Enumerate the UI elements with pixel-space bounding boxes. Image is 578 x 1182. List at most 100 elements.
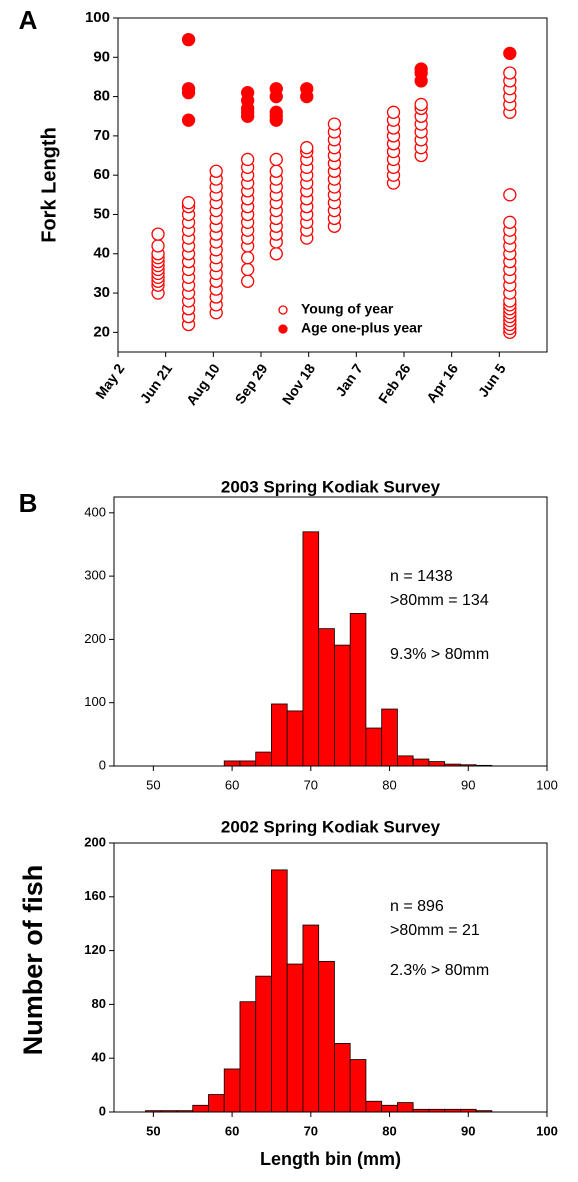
x-tick-label: Sep 29 <box>231 360 270 406</box>
bar <box>428 761 446 767</box>
point <box>181 113 196 127</box>
point <box>503 188 517 202</box>
bar <box>192 1104 209 1113</box>
bar <box>381 708 398 767</box>
point <box>209 164 223 178</box>
bar <box>318 960 335 1113</box>
y-tick-label: 200 <box>84 631 106 646</box>
y-tick-label: 300 <box>84 568 106 583</box>
point <box>181 32 196 47</box>
x-tick-label: Apr 16 <box>423 360 461 405</box>
bar <box>223 1068 241 1113</box>
y-tick-label: 0 <box>99 1103 106 1118</box>
x-tick-label: Jun 21 <box>137 360 176 406</box>
x-tick-label: 90 <box>461 1123 475 1138</box>
point <box>241 152 255 167</box>
x-tick-label: 70 <box>304 1123 318 1138</box>
x-tick-label: Nov 18 <box>279 361 319 408</box>
x-tick-label: Aug 10 <box>183 361 223 409</box>
legend-label: Young of year <box>301 301 394 317</box>
bar <box>255 751 272 767</box>
bar <box>334 644 351 767</box>
x-tick-label: 80 <box>382 777 396 792</box>
bar <box>318 628 335 767</box>
plot-frame <box>113 496 548 767</box>
chart-title: 2003 Spring Kodiak Survey <box>221 477 441 496</box>
panel-letter: A <box>19 5 38 35</box>
panel-letter: B <box>19 488 38 518</box>
y-tick-label: 20 <box>93 323 110 340</box>
point <box>269 164 283 178</box>
y-tick-label: 160 <box>84 888 106 903</box>
point <box>269 105 283 119</box>
bar <box>286 963 304 1113</box>
point <box>241 274 255 288</box>
point <box>503 46 517 61</box>
point <box>269 82 283 96</box>
point <box>414 62 428 76</box>
x-tick-label: 50 <box>146 777 160 792</box>
point <box>503 215 517 229</box>
annotation: 9.3% > 80mm <box>390 646 489 663</box>
annotation: >80mm = 21 <box>390 922 480 939</box>
legend-label: Age one-plus year <box>301 320 423 336</box>
bar <box>349 613 367 767</box>
y-tick-label: 60 <box>93 166 110 183</box>
x-axis-label: Length bin (mm) <box>260 1149 401 1169</box>
x-tick-label: 50 <box>146 1123 160 1138</box>
y-tick-label: 80 <box>93 88 110 105</box>
annotation: n = 1438 <box>390 568 453 585</box>
bar <box>349 1059 367 1113</box>
x-tick-label: 60 <box>225 777 239 792</box>
annotation: n = 896 <box>390 898 444 915</box>
bar <box>223 760 241 767</box>
y-tick-label: 30 <box>93 284 110 301</box>
annotation: 2.3% > 80mm <box>390 962 489 979</box>
y-tick-label: 0 <box>99 757 106 772</box>
bar <box>239 1001 257 1113</box>
y-tick-label: 120 <box>84 942 106 957</box>
point <box>151 227 165 241</box>
legend-marker <box>278 305 288 315</box>
y-tick-label: 80 <box>92 996 106 1011</box>
point <box>327 117 342 131</box>
point <box>269 247 283 261</box>
y-tick-label: 50 <box>93 205 110 222</box>
point <box>269 152 283 167</box>
bar <box>412 758 430 767</box>
plot-frame <box>113 842 548 1113</box>
point <box>503 66 517 80</box>
x-tick-label: May 2 <box>92 361 128 402</box>
bar <box>302 924 320 1113</box>
point <box>414 97 428 112</box>
y-tick-label: 70 <box>93 127 110 144</box>
x-tick-label: Feb 26 <box>375 360 414 406</box>
bar <box>302 531 320 767</box>
bar <box>365 1100 383 1113</box>
point <box>241 86 255 100</box>
point <box>300 82 314 96</box>
point <box>241 262 255 277</box>
point <box>386 105 401 119</box>
legend-marker <box>278 324 288 334</box>
y-tick-label: 40 <box>93 245 110 262</box>
point <box>300 141 314 155</box>
bar <box>271 703 288 767</box>
x-tick-label: 100 <box>536 1123 558 1138</box>
point <box>151 239 165 253</box>
y-tick-label: 90 <box>93 48 110 65</box>
y-tick-label: 100 <box>84 694 106 709</box>
bar <box>397 1102 414 1113</box>
x-tick-label: 80 <box>382 1123 396 1138</box>
x-tick-label: 70 <box>304 777 318 792</box>
y-tick-label: 400 <box>84 504 106 519</box>
bar <box>255 975 272 1113</box>
bar <box>208 1094 225 1113</box>
bar <box>381 1104 398 1113</box>
y-tick-label: 100 <box>85 9 110 26</box>
x-tick-label: Jan 7 <box>332 361 366 400</box>
plot-frame <box>117 17 548 353</box>
point <box>241 251 255 265</box>
y-tick-label: 40 <box>92 1050 106 1065</box>
